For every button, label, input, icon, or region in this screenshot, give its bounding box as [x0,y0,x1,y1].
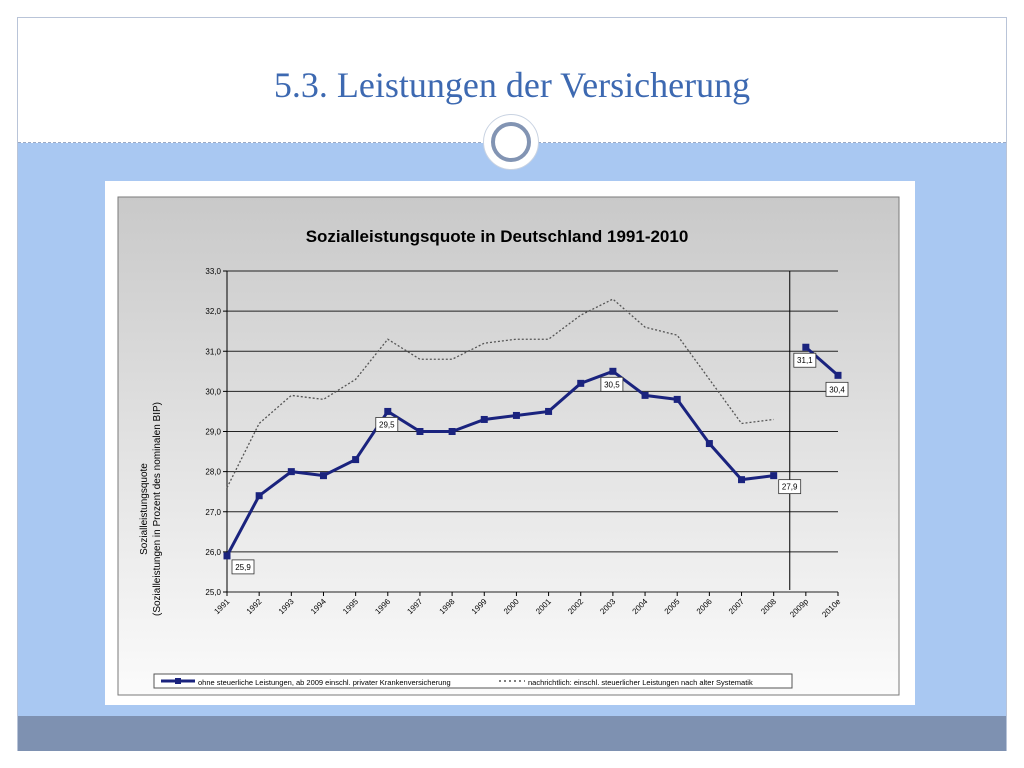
series-dotted-line [226,298,774,488]
legend-dotted-label: nachrichtlich: einschl. steuerlicher Lei… [528,678,753,687]
y-tick-label: 25,0 [205,588,221,597]
chart-background [117,196,900,696]
series-main-line [225,369,774,557]
data-label: 30,4 [829,385,845,394]
y-tick-label: 33,0 [205,267,221,276]
legend-box [153,673,793,689]
data-label: 25,9 [235,563,251,572]
series-main-line-forecast [804,346,839,377]
series-main-marker [448,428,456,435]
series-main-marker [319,472,327,480]
data-label-box [600,376,624,392]
series-main-marker [512,411,520,419]
y-tick-label: 30,0 [205,387,221,396]
data-label-box [825,381,849,397]
data-label: 30,5 [604,380,620,389]
y-tick-label: 31,0 [205,347,221,356]
y-axis-label: Sozialleistungsquote [139,463,150,555]
data-label-box [231,559,255,575]
data-label-box [778,479,802,495]
series-main-marker [287,468,295,476]
series-main-marker [255,492,263,500]
series-main-marker [480,415,488,423]
series-main-marker [673,395,681,403]
ring-ornament-icon [483,114,539,170]
y-tick-label: 29,0 [205,428,221,437]
series-main-marker [416,428,424,435]
series-main-marker [738,476,746,484]
data-labels: 25,9 29,5 30,5 27,9 31,1 30,4 [231,352,849,575]
series-main-marker [223,552,231,560]
y-tick-label: 32,0 [205,307,221,316]
series-main-marker [577,379,585,387]
series-main-marker [545,407,553,415]
y-tick-label: 27,0 [205,508,221,517]
series-main-marker [770,472,778,480]
y-axis-label-secondary: (Sozialleistungen in Prozent des nominal… [152,402,163,616]
legend-solid-label: ohne steuerliche Leistungen, ab 2009 ein… [198,678,451,687]
chart-title: Sozialleistungsquote in Deutschland 1991… [306,227,689,246]
data-label: 27,9 [782,483,798,492]
data-label-box [793,352,817,368]
series-main-marker [802,343,810,351]
data-label-box [375,417,399,432]
series-main-marker [834,371,842,379]
series-main-marker [384,407,392,415]
series-main-marker [705,440,713,448]
series-main-marker [609,367,617,375]
slide-title: 5.3. Leistungen der Versicherung [273,65,751,105]
series-main-marker [352,456,360,464]
data-label: 29,5 [379,420,395,429]
data-label: 31,1 [797,356,813,365]
series-main-marker [641,391,649,399]
legend-solid-marker [175,678,181,684]
chart-frame: Sozialleistungsquote in Deutschland 1991… [105,181,915,705]
y-tick-label: 26,0 [205,548,221,557]
y-tick-label: 28,0 [205,468,221,477]
footer-band [18,716,1006,751]
chart: Sozialleistungsquote in Deutschland 1991… [117,196,900,696]
series [223,298,842,560]
